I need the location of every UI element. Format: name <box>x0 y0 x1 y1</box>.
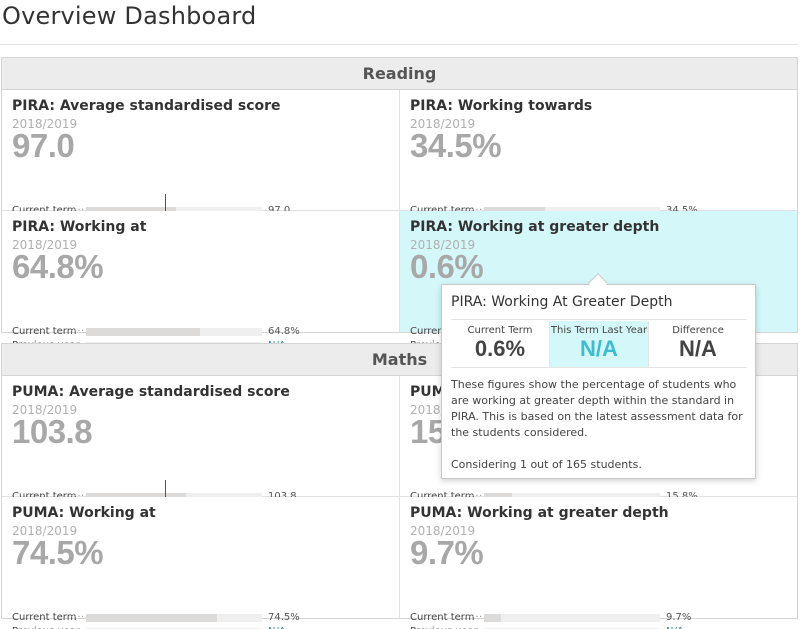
leader-dots: ···· <box>70 612 85 623</box>
current-term-label: Current term <box>410 491 475 502</box>
current-term-value: 103.8 <box>268 491 297 502</box>
benchmark-marker <box>165 194 166 224</box>
card-title: PUMA: Working at <box>12 505 156 521</box>
current-term-label: Current term <box>12 326 77 337</box>
page-title: Overview Dashboard <box>2 2 257 30</box>
current-term-fill <box>86 328 201 336</box>
card-title: PIRA: Working towards <box>410 98 593 114</box>
stat-tooltip: PIRA: Working At Greater Depth Current T… <box>441 284 756 479</box>
card-year: 2018/2019 <box>410 117 476 131</box>
current-term-bar <box>86 614 262 622</box>
tooltip-footer: Considering 1 out of 165 students. <box>451 458 642 471</box>
stat-card[interactable]: PIRA: Average standardised score 2018/20… <box>2 90 400 230</box>
stat-card[interactable]: PIRA: Working at 2018/2019 64.8% Current… <box>2 211 400 351</box>
current-term-label: Current term <box>12 491 77 502</box>
card-value: 64.8% <box>12 248 104 285</box>
card-title: PIRA: Working at greater depth <box>410 219 660 235</box>
title-divider <box>0 44 798 45</box>
tooltip-col-value: N/A <box>679 336 717 361</box>
card-title: PIRA: Working at <box>12 219 147 235</box>
current-term-value: 9.7% <box>666 612 692 623</box>
leader-dots: ···· <box>70 491 85 502</box>
tooltip-col-header: Current Term <box>467 325 533 336</box>
current-term-label: Current term <box>12 612 77 623</box>
current-term-bar <box>484 614 660 622</box>
card-title: PUMA: Average standardised score <box>12 384 290 400</box>
stat-card[interactable]: PUMA: Working at greater depth 2018/2019… <box>400 497 797 629</box>
current-term-label: Current term <box>12 205 77 216</box>
tooltip-col-header: Difference <box>672 325 724 336</box>
leader-dots: ···· <box>468 612 483 623</box>
tooltip-col-last-year: This Term Last Year N/A <box>549 321 649 367</box>
card-year: 2018/2019 <box>410 238 476 252</box>
current-term-value: 74.5% <box>268 612 300 623</box>
previous-year-label: Previous year <box>12 626 80 629</box>
section-header: Reading <box>2 58 797 90</box>
section-reading: Reading PIRA: Average standardised score… <box>1 57 798 351</box>
leader-dots: ·· <box>74 626 81 629</box>
stat-card[interactable]: PIRA: Working towards 2018/2019 34.5% Cu… <box>400 90 797 230</box>
tooltip-description: These figures show the percentage of stu… <box>451 378 743 439</box>
card-title: PIRA: Average standardised score <box>12 98 281 114</box>
leader-dots: ···· <box>468 205 483 216</box>
current-term-value: 34.5% <box>666 205 698 216</box>
tooltip-title: PIRA: Working At Greater Depth <box>451 294 673 310</box>
tooltip-col-value: 0.6% <box>474 336 526 361</box>
tooltip-col-value: N/A <box>580 336 618 361</box>
leader-dots: ···· <box>468 491 483 502</box>
leader-dots: ···· <box>70 326 85 337</box>
leader-dots: ···· <box>70 205 85 216</box>
card-value: 97.0 <box>12 127 75 164</box>
current-term-fill <box>484 614 502 622</box>
card-value: 34.5% <box>410 127 502 164</box>
current-term-fill <box>86 614 218 622</box>
tooltip-columns: Current Term 0.6% This Term Last Year N/… <box>451 321 747 367</box>
previous-year-label: Previous year <box>410 626 478 629</box>
stat-card[interactable]: PUMA: Average standardised score 2018/20… <box>2 376 400 516</box>
card-year: 2018/2019 <box>410 524 476 538</box>
card-year: 2018/2019 <box>12 238 78 252</box>
tooltip-col-difference: Difference N/A <box>649 321 747 367</box>
card-value: 74.5% <box>12 534 104 571</box>
card-value: 9.7% <box>410 534 484 571</box>
current-term-label: Current term <box>410 612 475 623</box>
card-value: 0.6% <box>410 248 484 285</box>
current-term-bar <box>86 328 262 336</box>
leader-dots: ·· <box>472 626 479 629</box>
tooltip-col-header: This Term Last Year <box>550 325 648 336</box>
current-term-label: Current term <box>410 205 475 216</box>
current-term-value: 97.0 <box>268 205 290 216</box>
tooltip-divider <box>451 367 747 368</box>
stat-card[interactable]: PUMA: Working at 2018/2019 74.5% Current… <box>2 497 400 629</box>
card-year: 2018/2019 <box>12 403 78 417</box>
benchmark-marker <box>165 480 166 510</box>
card-value: 103.8 <box>12 413 93 450</box>
previous-year-value: N/A <box>666 626 684 629</box>
tooltip-col-current: Current Term 0.6% <box>451 321 549 367</box>
card-year: 2018/2019 <box>12 524 78 538</box>
card-title: PUMA: Working at greater depth <box>410 505 669 521</box>
previous-year-value: N/A <box>268 626 286 629</box>
tooltip-divider <box>451 319 747 320</box>
card-year: 2018/2019 <box>12 117 78 131</box>
current-term-value: 64.8% <box>268 326 300 337</box>
current-term-value: 15.8% <box>666 491 698 502</box>
